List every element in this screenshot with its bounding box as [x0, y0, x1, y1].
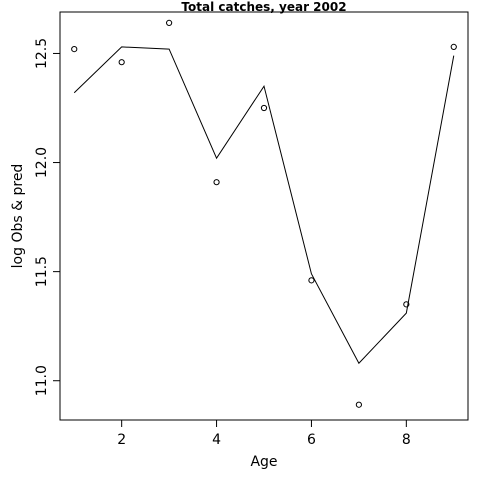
y-tick-label: 12.0	[34, 147, 50, 178]
x-tick-label: 8	[402, 432, 411, 448]
observed-point	[403, 301, 410, 308]
x-axis: 2 4 6 8	[117, 419, 411, 448]
x-tick-label: 6	[307, 432, 316, 448]
y-tick-label: 11.0	[34, 365, 50, 396]
observed-point	[260, 104, 268, 112]
observed-point	[213, 179, 220, 186]
y-tick-label: 11.5	[34, 256, 50, 287]
predicted-series	[73, 46, 455, 365]
chart-title: Total catches, year 2002	[181, 0, 346, 14]
observed-point	[450, 43, 457, 51]
y-tick-label: 12.5	[34, 38, 50, 69]
observed-series	[71, 19, 457, 408]
predicted-line	[73, 46, 455, 365]
y-axis: 11.0 11.5 12.0 12.5	[34, 38, 61, 396]
y-axis-label: log Obs & pred	[10, 164, 26, 269]
observed-point	[166, 19, 173, 27]
observed-point	[118, 59, 125, 66]
observed-point	[71, 45, 78, 53]
x-tick-label: 2	[117, 432, 126, 448]
observed-point	[308, 277, 315, 284]
x-axis-label: Age	[250, 454, 277, 470]
observed-point	[355, 401, 362, 408]
plot-frame	[59, 11, 469, 421]
x-tick-label: 4	[212, 432, 221, 448]
